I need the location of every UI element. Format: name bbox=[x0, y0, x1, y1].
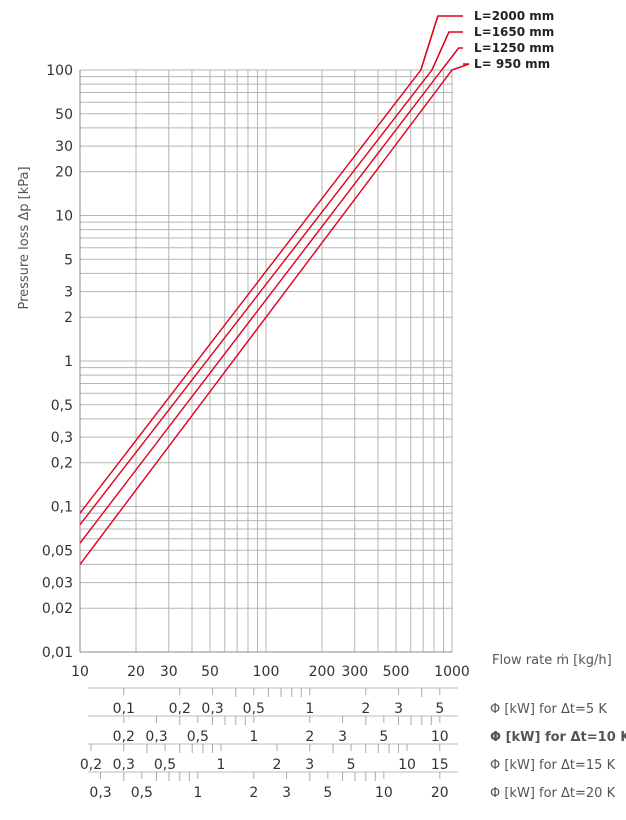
scale-tick-label: 10 bbox=[398, 757, 416, 773]
scale-tick-label: 2 bbox=[273, 757, 282, 773]
series-line bbox=[79, 47, 463, 544]
series-legend: L=2000 mm L=1650 mm L=1250 mm L= 950 mm bbox=[474, 9, 554, 71]
scale-tick-label: 5 bbox=[323, 785, 332, 801]
legend-label: L=1250 mm bbox=[474, 41, 554, 55]
y-axis-label: Pressure loss Δp [kPa] bbox=[17, 166, 32, 309]
scale-tick-label: 0,2 bbox=[113, 729, 135, 745]
scale-tick-label: 3 bbox=[305, 757, 314, 773]
x-tick-label: 50 bbox=[201, 664, 219, 680]
scale-tick-label: 0,5 bbox=[154, 757, 176, 773]
y-tick-label: 0,1 bbox=[51, 500, 73, 516]
y-axis-ticks: 100 50 30 20 10 5 3 2 1 0,5 0,3 0,2 0,1 0,05 0,03 0,02 0… bbox=[42, 63, 73, 661]
scale-tick-label: 0,1 bbox=[113, 701, 135, 717]
scale-tick-label: 0,5 bbox=[131, 785, 153, 801]
y-tick-label: 0,3 bbox=[51, 430, 73, 446]
scale-label: Φ [kW] for Δt=15 K bbox=[490, 758, 616, 773]
scale-tick-label: 3 bbox=[338, 729, 347, 745]
scale-tick-label: 1 bbox=[217, 757, 226, 773]
x-tick-label: 300 bbox=[341, 664, 368, 680]
y-tick-label: 0,03 bbox=[42, 576, 73, 592]
scale-label: Φ [kW] for Δt=5 K bbox=[490, 702, 607, 717]
scale-tick-label: 0,3 bbox=[113, 757, 135, 773]
scale-tick-label: 0,3 bbox=[89, 785, 111, 801]
scale-tick-label: 0,3 bbox=[201, 701, 223, 717]
series-leader-line bbox=[441, 47, 460, 71]
y-tick-label: 100 bbox=[46, 63, 73, 79]
scale-tick-label: 0,3 bbox=[145, 729, 167, 745]
series-leader-line bbox=[451, 63, 470, 71]
y-tick-label: 0,05 bbox=[42, 543, 73, 559]
y-tick-label: 1 bbox=[64, 354, 73, 370]
series-leader-line bbox=[431, 31, 450, 71]
scale-label: Φ [kW] for Δt=20 K bbox=[490, 786, 616, 801]
scale-tick-label: 5 bbox=[379, 729, 388, 745]
scale-tick-label: 2 bbox=[361, 701, 370, 717]
scale-tick-label: 0,2 bbox=[80, 757, 102, 773]
plot-grid bbox=[79, 69, 453, 653]
x-tick-label: 30 bbox=[160, 664, 178, 680]
scale-tick-label: 5 bbox=[435, 701, 444, 717]
scale-tick-label: 5 bbox=[347, 757, 356, 773]
series-line bbox=[79, 15, 463, 514]
x-tick-label: 10 bbox=[71, 664, 89, 680]
scale-tick-label: 10 bbox=[431, 729, 449, 745]
scale-label: Φ [kW] for Δt=10 K bbox=[490, 730, 626, 745]
y-tick-label: 50 bbox=[55, 107, 73, 123]
scale-tick-label: 1 bbox=[193, 785, 202, 801]
scale-tick-label: 0,2 bbox=[169, 701, 191, 717]
power-scales: 0,1 0,2 0,3 0,5 1 2 3 5 Φ [kW] for Δt=5 K0,2 0,3 0… bbox=[80, 687, 626, 801]
scale-tick-label: 1 bbox=[305, 701, 314, 717]
scale-tick-label: 2 bbox=[249, 785, 258, 801]
series-leader-line bbox=[420, 15, 439, 71]
x-tick-label: 1000 bbox=[434, 664, 470, 680]
y-tick-label: 0,01 bbox=[42, 645, 73, 661]
series-lines bbox=[79, 15, 470, 565]
x-tick-label: 200 bbox=[309, 664, 336, 680]
x-axis-ticks: 10 20 30 50 100 200 300 500 1000 bbox=[71, 664, 470, 680]
y-tick-label: 2 bbox=[64, 310, 73, 326]
y-tick-label: 10 bbox=[55, 209, 73, 225]
scale-tick-label: 15 bbox=[431, 757, 449, 773]
y-tick-label: 20 bbox=[55, 165, 73, 181]
scale-tick-label: 1 bbox=[249, 729, 258, 745]
y-tick-label: 3 bbox=[64, 285, 73, 301]
scale-tick-label: 0,5 bbox=[187, 729, 209, 745]
y-tick-label: 30 bbox=[55, 139, 73, 155]
legend-label: L=1650 mm bbox=[474, 25, 554, 39]
y-tick-label: 0,2 bbox=[51, 456, 73, 472]
x-tick-label: 100 bbox=[253, 664, 280, 680]
scale-tick-label: 20 bbox=[431, 785, 449, 801]
legend-label: L= 950 mm bbox=[474, 57, 550, 71]
x-tick-label: 500 bbox=[383, 664, 410, 680]
scale-tick-label: 10 bbox=[375, 785, 393, 801]
legend-label: L=2000 mm bbox=[474, 9, 554, 23]
scale-tick-label: 3 bbox=[394, 701, 403, 717]
y-tick-label: 5 bbox=[64, 252, 73, 268]
scale-tick-label: 2 bbox=[305, 729, 314, 745]
y-tick-label: 0,02 bbox=[42, 601, 73, 617]
series-line bbox=[79, 31, 463, 526]
scale-tick-label: 0,5 bbox=[243, 701, 265, 717]
x-tick-label: 20 bbox=[127, 664, 145, 680]
scale-tick-label: 3 bbox=[282, 785, 291, 801]
x-axis-label: Flow rate ṁ [kg/h] bbox=[492, 653, 612, 668]
y-tick-label: 0,5 bbox=[51, 398, 73, 414]
